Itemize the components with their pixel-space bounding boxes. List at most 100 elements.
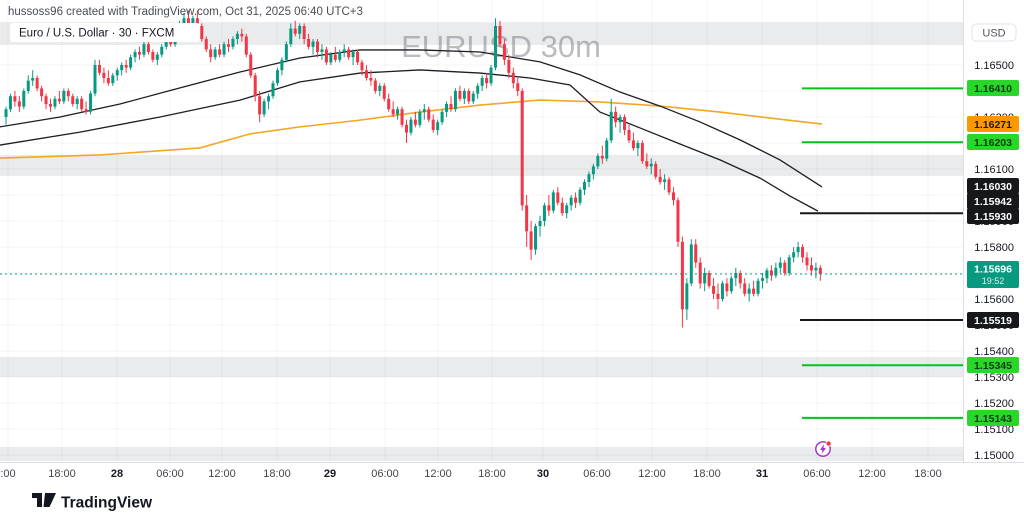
candle-body (4, 109, 8, 117)
price-level-badge-text: 1.15143 (974, 413, 1012, 425)
candle-body (805, 257, 809, 266)
candle-body (356, 52, 360, 63)
candle-body (458, 91, 462, 99)
time-tick-label: 06:00 (371, 468, 399, 480)
candle-body (631, 140, 635, 149)
candle-body (725, 283, 729, 292)
candle-body (120, 65, 124, 71)
tradingview-logo-text: TradingView (61, 495, 153, 512)
candle-body (160, 46, 164, 55)
candle-body (591, 166, 595, 175)
candle-body (672, 192, 675, 201)
candle-body (467, 91, 471, 102)
candle-body (262, 101, 266, 115)
supply-demand-zone (0, 154, 963, 177)
candle-body (676, 200, 680, 242)
candle-body (694, 244, 698, 263)
candle-body (71, 96, 75, 104)
candle-body (200, 26, 204, 39)
price-tick-label: 1.15400 (974, 346, 1014, 358)
candle-body (324, 49, 328, 63)
candle-body (667, 179, 671, 193)
candle-body (516, 83, 520, 91)
ma-black-slow (0, 49, 823, 188)
candle-body (494, 26, 497, 68)
candle-body (80, 98, 84, 110)
price-level-badge (967, 357, 1019, 373)
candle-body (685, 283, 689, 310)
candle-body (191, 18, 195, 24)
candle-body (222, 44, 226, 55)
tradingview-logo[interactable]: TradingView (32, 493, 153, 512)
candle-body (605, 140, 609, 159)
candle-body (462, 91, 466, 99)
candle-body (347, 49, 351, 58)
price-level-badge-text: 1.15930 (974, 211, 1012, 223)
candle-body (609, 111, 613, 141)
candle-body (400, 109, 404, 125)
candle-body (298, 26, 302, 34)
price-tick-label: 1.15200 (974, 398, 1014, 410)
candle-body (583, 182, 586, 190)
candle-body (761, 278, 764, 281)
price-level-badge-text: 1.16203 (974, 137, 1012, 149)
symbol-button[interactable]: Euro / U.S. Dollar · 30 · FXCM (10, 23, 200, 42)
time-tick-label: 12:00 (858, 468, 886, 480)
candle-body (476, 85, 480, 94)
candle-body (529, 231, 533, 250)
horizontal-rays[interactable] (800, 87, 963, 419)
time-axis[interactable]: :00 18:00 28 06:00 12:00 18:00 29 06:00 12:00 18:… (0, 468, 941, 480)
candle-body (8, 96, 12, 110)
candle-body (796, 247, 800, 253)
candle-body (258, 96, 262, 115)
candle-body (809, 265, 813, 271)
price-level-badge (967, 134, 1019, 150)
currency-button[interactable]: USD (971, 23, 1017, 42)
candle-body (431, 119, 435, 130)
supply-demand-zone (0, 356, 963, 377)
time-tick-label: :00 (0, 468, 15, 480)
candle-body (316, 41, 319, 52)
symbol-label: Euro / U.S. Dollar · 30 · FXCM (19, 28, 174, 40)
candle-body (186, 18, 190, 24)
candle-body (378, 85, 382, 91)
candle-body (738, 273, 742, 284)
candle-body (66, 91, 70, 97)
candle-body (31, 78, 35, 81)
candle-body (93, 65, 97, 94)
current-price-badge-text: 1.15696 (974, 264, 1012, 276)
market-status-icon[interactable] (815, 440, 832, 457)
candle-body (253, 75, 257, 97)
candle-body (756, 280, 760, 294)
candle-body (75, 98, 79, 104)
price-tick-label: 1.15800 (974, 242, 1014, 254)
candle-body (333, 54, 337, 60)
price-level-badge-text: 1.15345 (974, 360, 1012, 372)
candle-body (218, 49, 222, 55)
candle-body (138, 52, 141, 55)
candle-body (436, 122, 440, 130)
candle-body (35, 78, 39, 89)
candle-body (293, 28, 297, 34)
candle-body (663, 179, 667, 182)
price-level-badge (967, 312, 1019, 328)
candle-body (680, 241, 684, 310)
candle-body (538, 221, 542, 227)
ma-black-fast (0, 69, 819, 212)
candle-body (209, 49, 213, 58)
candle-body (235, 33, 239, 39)
attribution-text: hussoss96 created with TradingView.com, … (8, 6, 363, 18)
candle-body (485, 78, 489, 84)
candle-body (338, 52, 342, 60)
candle-body (342, 49, 346, 52)
candle-body (102, 72, 106, 78)
candle-body (422, 109, 426, 112)
candle-body (645, 161, 649, 167)
time-axis-bg[interactable] (0, 462, 1024, 522)
candle-body (747, 288, 751, 294)
candle-body (720, 283, 724, 299)
candle-body (565, 205, 569, 214)
candle-body (244, 36, 248, 55)
candle-body (124, 65, 128, 68)
